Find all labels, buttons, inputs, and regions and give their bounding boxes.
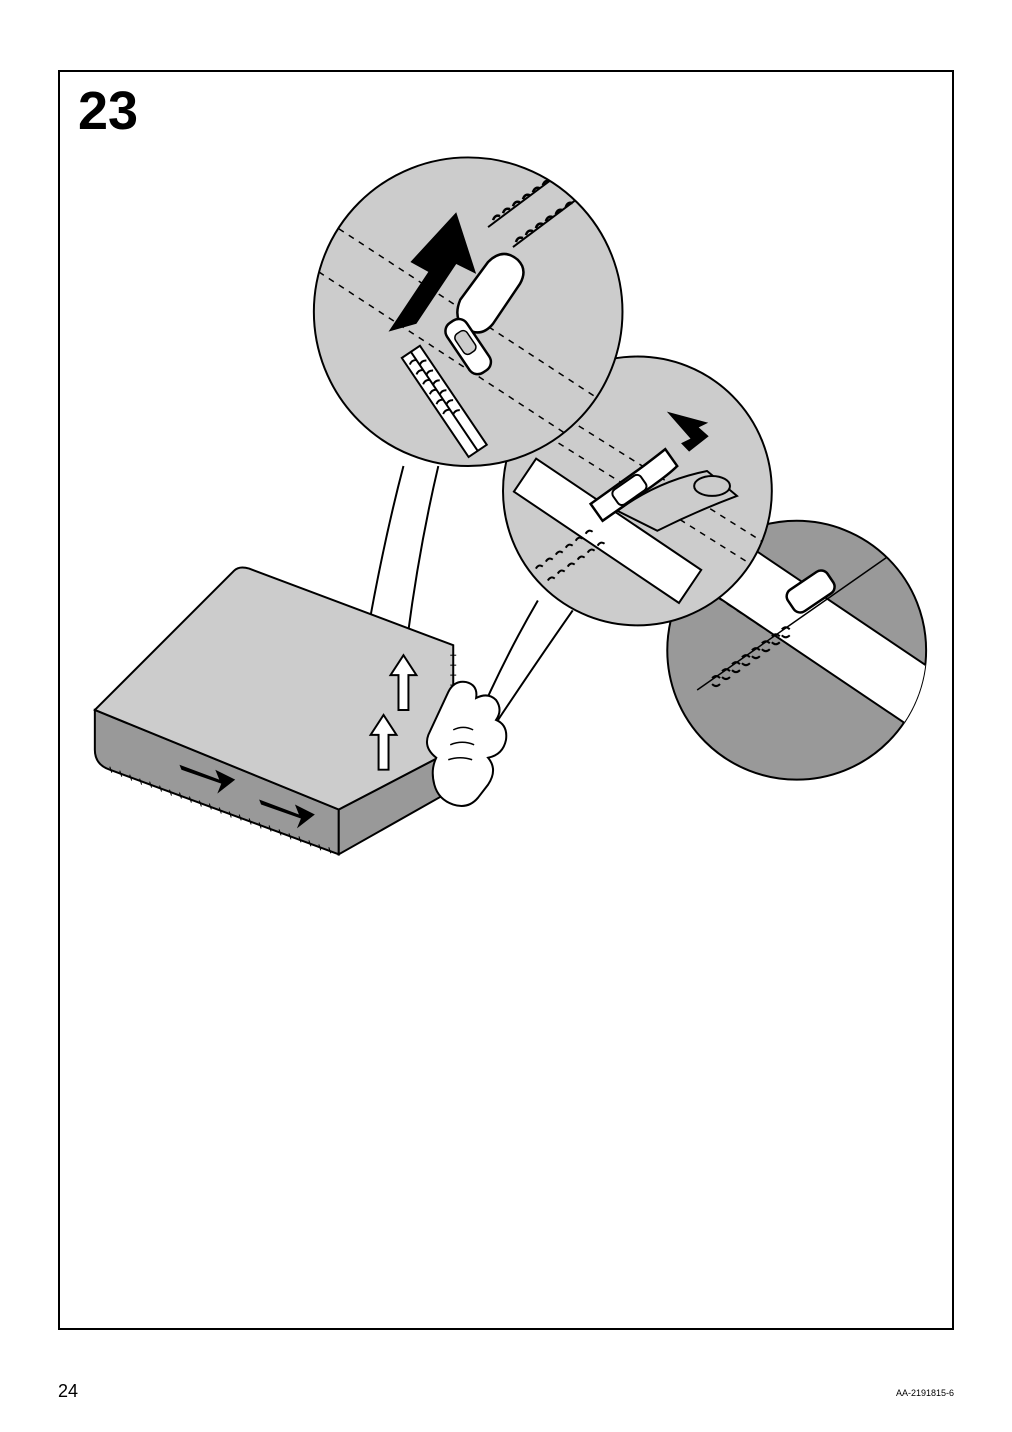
instruction-illustration [60, 72, 952, 1328]
page-frame: 23 [58, 70, 954, 1330]
page-number: 24 [58, 1381, 78, 1402]
document-code: AA-2191815-6 [896, 1388, 954, 1398]
cushion-illustration [95, 567, 456, 854]
